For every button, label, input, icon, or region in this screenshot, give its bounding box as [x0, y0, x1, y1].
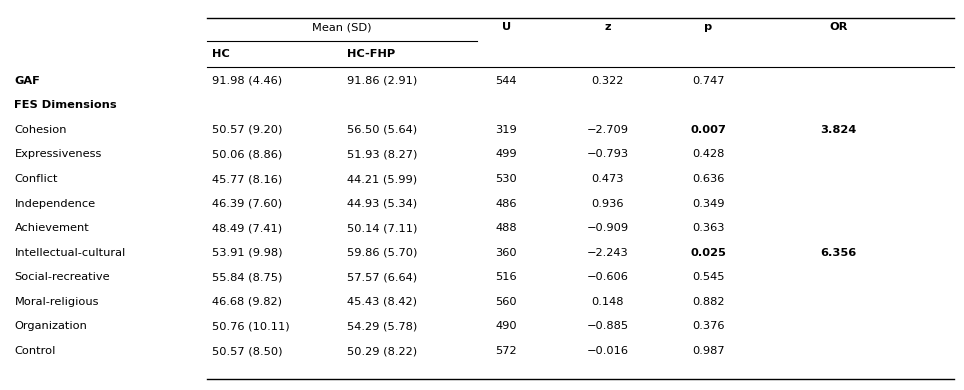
Text: Moral-religious: Moral-religious	[14, 297, 99, 307]
Text: 45.43 (8.42): 45.43 (8.42)	[347, 297, 417, 307]
Text: 50.06 (8.86): 50.06 (8.86)	[212, 149, 282, 160]
Text: GAF: GAF	[14, 76, 40, 86]
Text: 55.84 (8.75): 55.84 (8.75)	[212, 272, 282, 282]
Text: 0.007: 0.007	[690, 125, 727, 135]
Text: Expressiveness: Expressiveness	[14, 149, 102, 160]
Text: 57.57 (6.64): 57.57 (6.64)	[347, 272, 417, 282]
Text: 50.14 (7.11): 50.14 (7.11)	[347, 223, 417, 233]
Text: 0.363: 0.363	[692, 223, 725, 233]
Text: FES Dimensions: FES Dimensions	[14, 100, 117, 110]
Text: Conflict: Conflict	[14, 174, 58, 184]
Text: −0.793: −0.793	[586, 149, 629, 160]
Text: 46.68 (9.82): 46.68 (9.82)	[212, 297, 282, 307]
Text: −0.016: −0.016	[586, 346, 629, 356]
Text: 0.545: 0.545	[692, 272, 725, 282]
Text: −2.709: −2.709	[586, 125, 629, 135]
Text: 6.356: 6.356	[820, 248, 857, 258]
Text: Cohesion: Cohesion	[14, 125, 67, 135]
Text: Achievement: Achievement	[14, 223, 90, 233]
Text: 319: 319	[495, 125, 517, 135]
Text: 544: 544	[495, 76, 517, 86]
Text: 46.39 (7.60): 46.39 (7.60)	[212, 199, 282, 209]
Text: Intellectual-cultural: Intellectual-cultural	[14, 248, 125, 258]
Text: 0.148: 0.148	[591, 297, 624, 307]
Text: −0.909: −0.909	[586, 223, 629, 233]
Text: 54.29 (5.78): 54.29 (5.78)	[347, 321, 417, 331]
Text: 0.882: 0.882	[692, 297, 725, 307]
Text: 516: 516	[495, 272, 517, 282]
Text: 560: 560	[495, 297, 517, 307]
Text: 0.376: 0.376	[692, 321, 725, 331]
Text: Social-recreative: Social-recreative	[14, 272, 110, 282]
Text: 0.428: 0.428	[692, 149, 725, 160]
Text: 48.49 (7.41): 48.49 (7.41)	[212, 223, 282, 233]
Text: 91.98 (4.46): 91.98 (4.46)	[212, 76, 282, 86]
Text: 0.349: 0.349	[692, 199, 725, 209]
Text: 0.473: 0.473	[591, 174, 624, 184]
Text: 0.322: 0.322	[591, 76, 624, 86]
Text: Control: Control	[14, 346, 56, 356]
Text: 488: 488	[495, 223, 517, 233]
Text: Organization: Organization	[14, 321, 88, 331]
Text: Mean (SD): Mean (SD)	[312, 22, 372, 32]
Text: −2.243: −2.243	[586, 248, 629, 258]
Text: 59.86 (5.70): 59.86 (5.70)	[347, 248, 417, 258]
Text: p: p	[705, 22, 712, 32]
Text: 0.747: 0.747	[692, 76, 725, 86]
Text: 3.824: 3.824	[820, 125, 857, 135]
Text: 56.50 (5.64): 56.50 (5.64)	[347, 125, 417, 135]
Text: 499: 499	[495, 149, 517, 160]
Text: 44.93 (5.34): 44.93 (5.34)	[347, 199, 417, 209]
Text: 490: 490	[495, 321, 517, 331]
Text: 45.77 (8.16): 45.77 (8.16)	[212, 174, 282, 184]
Text: −0.885: −0.885	[586, 321, 629, 331]
Text: HC: HC	[212, 49, 229, 59]
Text: 0.936: 0.936	[591, 199, 624, 209]
Text: 0.636: 0.636	[692, 174, 725, 184]
Text: 360: 360	[495, 248, 517, 258]
Text: U: U	[501, 22, 511, 32]
Text: −0.606: −0.606	[586, 272, 629, 282]
Text: 44.21 (5.99): 44.21 (5.99)	[347, 174, 417, 184]
Text: 50.57 (9.20): 50.57 (9.20)	[212, 125, 282, 135]
Text: 50.57 (8.50): 50.57 (8.50)	[212, 346, 282, 356]
Text: Independence: Independence	[14, 199, 95, 209]
Text: HC-FHP: HC-FHP	[347, 49, 395, 59]
Text: 572: 572	[495, 346, 517, 356]
Text: 50.76 (10.11): 50.76 (10.11)	[212, 321, 290, 331]
Text: OR: OR	[829, 22, 848, 32]
Text: 53.91 (9.98): 53.91 (9.98)	[212, 248, 282, 258]
Text: 0.025: 0.025	[690, 248, 727, 258]
Text: 91.86 (2.91): 91.86 (2.91)	[347, 76, 417, 86]
Text: 0.987: 0.987	[692, 346, 725, 356]
Text: 486: 486	[495, 199, 517, 209]
Text: 51.93 (8.27): 51.93 (8.27)	[347, 149, 417, 160]
Text: z: z	[604, 22, 610, 32]
Text: 530: 530	[495, 174, 517, 184]
Text: 50.29 (8.22): 50.29 (8.22)	[347, 346, 417, 356]
